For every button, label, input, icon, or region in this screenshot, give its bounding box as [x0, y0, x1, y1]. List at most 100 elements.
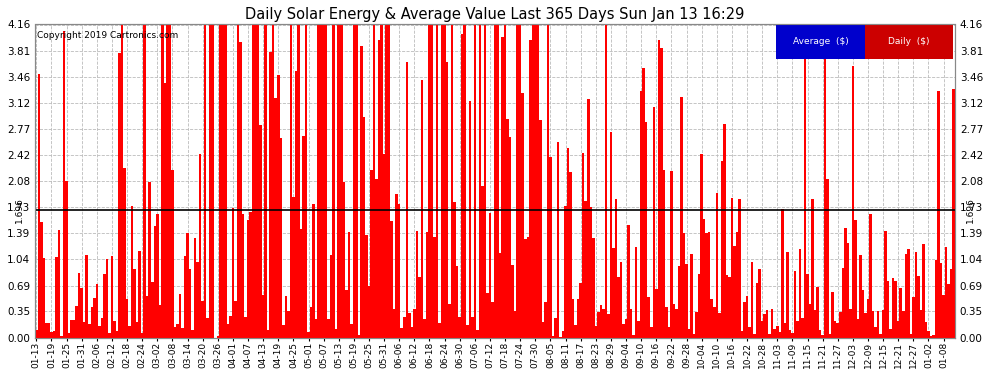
Bar [789, 330, 791, 338]
Bar [448, 304, 450, 338]
Bar [168, 24, 171, 338]
Bar [471, 317, 473, 338]
Bar [680, 97, 683, 338]
Bar [842, 268, 844, 338]
Bar [486, 293, 489, 338]
Bar [355, 24, 357, 338]
Bar [90, 308, 93, 338]
Bar [630, 309, 633, 338]
Bar [546, 24, 549, 338]
Bar [229, 315, 232, 338]
Bar [237, 24, 240, 338]
Bar [406, 62, 408, 338]
Bar [352, 24, 355, 338]
Bar [672, 304, 675, 338]
Bar [874, 327, 877, 338]
Bar [350, 324, 352, 338]
Bar [574, 325, 577, 338]
Bar [628, 225, 630, 338]
Bar [297, 24, 300, 338]
Bar [527, 237, 529, 338]
Bar [80, 288, 83, 338]
Bar [602, 309, 605, 338]
Bar [925, 322, 928, 338]
Bar [776, 326, 778, 338]
Bar [610, 132, 612, 338]
Bar [496, 24, 499, 338]
Bar [617, 276, 620, 338]
Bar [577, 299, 579, 338]
Bar [57, 230, 60, 338]
Bar [476, 330, 478, 338]
Bar [118, 53, 121, 338]
Bar [928, 331, 930, 338]
Bar [418, 277, 421, 338]
Bar [388, 24, 390, 338]
Bar [512, 265, 514, 338]
Bar [851, 66, 854, 338]
Bar [532, 24, 534, 338]
Bar [900, 288, 902, 338]
Bar [163, 83, 166, 338]
Bar [522, 93, 524, 338]
Bar [506, 119, 509, 338]
Bar [446, 63, 448, 338]
Bar [48, 323, 50, 338]
Bar [129, 326, 131, 338]
Bar [166, 24, 168, 338]
Bar [537, 24, 540, 338]
Bar [481, 186, 484, 338]
Bar [108, 333, 111, 338]
Bar [791, 333, 794, 338]
Bar [466, 325, 468, 338]
Bar [38, 74, 41, 338]
Bar [373, 24, 375, 338]
Bar [429, 24, 431, 338]
Bar [597, 312, 600, 338]
Bar [501, 37, 504, 338]
Bar [910, 334, 912, 338]
Bar [854, 220, 856, 338]
Bar [300, 229, 302, 338]
Bar [287, 310, 290, 338]
Bar [156, 213, 158, 338]
Bar [499, 253, 501, 338]
Bar [232, 209, 235, 338]
Bar [544, 302, 546, 338]
Bar [46, 323, 48, 338]
Bar [333, 24, 335, 338]
Bar [439, 323, 441, 338]
Bar [824, 50, 827, 338]
Bar [902, 311, 905, 338]
Bar [912, 297, 915, 338]
Bar [750, 262, 753, 338]
Bar [721, 161, 723, 338]
Bar [763, 314, 766, 338]
Bar [274, 98, 277, 338]
Bar [559, 337, 561, 338]
Bar [416, 231, 418, 338]
Bar [652, 107, 655, 338]
Bar [284, 296, 287, 338]
Bar [318, 24, 320, 338]
Bar [517, 24, 519, 338]
Bar [207, 318, 209, 338]
Bar [365, 235, 367, 338]
Bar [310, 307, 312, 338]
Bar [947, 284, 949, 338]
Bar [620, 262, 623, 338]
Bar [357, 335, 360, 338]
Bar [235, 301, 237, 338]
Bar [43, 258, 46, 338]
Bar [589, 207, 592, 338]
Bar [587, 99, 589, 338]
Bar [153, 226, 156, 338]
Bar [78, 273, 80, 338]
Bar [338, 24, 340, 338]
Bar [688, 329, 690, 338]
Bar [781, 209, 783, 338]
Bar [217, 336, 219, 338]
Bar [755, 283, 758, 338]
Bar [556, 142, 559, 338]
Bar [131, 206, 134, 338]
